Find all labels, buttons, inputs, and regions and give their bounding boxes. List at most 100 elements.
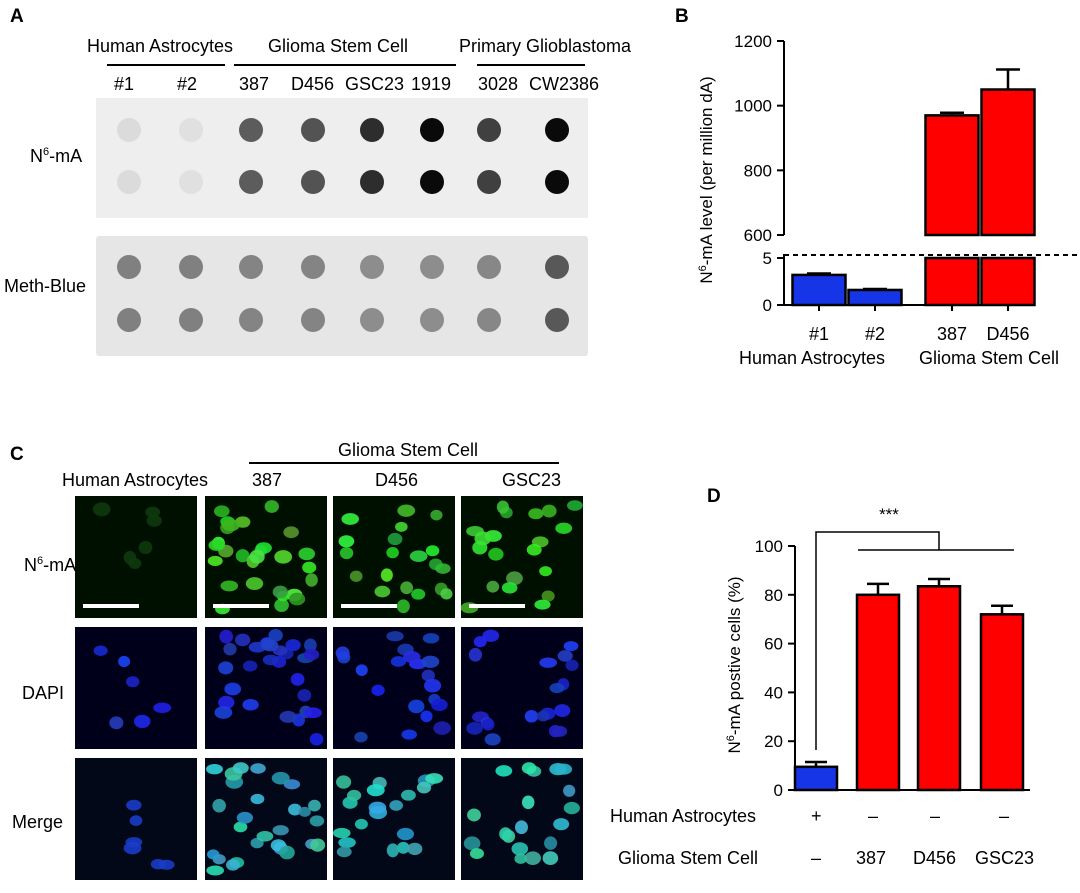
cell-nucleus [514,820,528,835]
micrograph-panel [205,496,327,618]
y-tick-label: 1000 [734,97,772,116]
micrograph-image [461,627,583,749]
methblue-dot [360,308,384,332]
micrograph-panel [333,496,455,618]
cell-nucleus [272,825,289,836]
cell-nucleus [288,803,302,816]
n6ma-dot [117,170,141,194]
cell-nucleus [433,721,451,735]
cell-nucleus [271,771,290,785]
cell-nucleus [422,633,440,644]
cell-nucleus [431,698,448,712]
y-tick-label: 1200 [734,32,772,51]
cell-nucleus [396,599,410,614]
cell-nucleus [563,801,580,815]
cell-nucleus [233,821,248,833]
cell-nucleus [506,571,523,586]
cell-nucleus [125,837,143,848]
scale-bar [469,604,525,608]
micrograph-image [333,496,455,618]
n6ma-dot [239,170,263,194]
sample-label: CW2386 [529,74,600,94]
methblue-dot [545,308,569,332]
cell-nucleus [397,504,416,517]
bar [980,88,1036,237]
cell-nucleus [207,555,223,567]
cell-nucleus [524,851,541,865]
cell-nucleus [395,521,408,532]
sample-label: D456 [291,74,335,94]
y-tick-label: 800 [744,161,772,180]
cell-nucleus [310,838,326,852]
cell-nucleus [126,799,142,811]
n6ma-dot [477,170,501,194]
cell-nucleus [386,631,404,642]
sample-label: #1 [114,74,135,94]
n6ma-dot [360,118,384,142]
y-tick-label: 100 [755,537,783,556]
cell-nucleus [521,795,535,810]
cell-nucleus [409,550,428,562]
bar [793,765,839,792]
cell-nucleus [226,859,240,871]
cell-nucleus [150,858,166,870]
cell-nucleus [467,808,481,822]
cell-nucleus [463,836,481,851]
scale-bar [341,604,397,608]
cell-nucleus [242,698,259,711]
row-label-dapi: DAPI [22,683,65,703]
cell-nucleus [396,841,410,854]
cell-nucleus [235,633,251,647]
micrograph-panel [205,627,327,749]
micrograph-image [205,758,327,880]
cell-nucleus [486,580,500,593]
cell-nucleus [304,707,322,719]
cell-nucleus [354,818,368,830]
cell-nucleus [499,827,512,841]
y-tick-label: 80 [764,586,783,605]
n6ma-dot [545,118,569,142]
bar [855,593,901,792]
cell-nucleus [92,502,111,517]
cell-nucleus [542,851,559,866]
cell-nucleus [262,654,279,666]
cell-nucleus [335,646,350,660]
micrograph-background [461,496,583,618]
cell-nucleus [488,547,504,561]
cell-nucleus [279,710,297,723]
condition-mark: – [930,806,941,826]
condition-mark: 387 [856,848,887,868]
micrograph-panel [461,496,583,618]
condition-mark: – [868,806,879,826]
micrograph-image [461,758,583,880]
bar [916,585,962,792]
cell-nucleus [563,784,576,797]
micrograph-background [75,627,197,749]
sample-label: 1919 [411,74,452,94]
cell-nucleus [396,827,415,841]
cell-nucleus [212,798,226,813]
cell-nucleus [218,661,234,675]
cell-nucleus [290,672,305,686]
cell-nucleus [473,636,487,648]
bar [847,288,903,307]
panel-a-label: A [10,6,24,27]
row-label-n6ma: N6-mA [24,555,77,575]
cell-nucleus [368,801,387,814]
condition-mark: GSC23 [975,848,1035,868]
methblue-dot [360,255,384,279]
group-label-glioma-stem-cell: Glioma Stem Cell [268,36,409,56]
micrograph-image [461,496,583,618]
cell-nucleus [309,732,324,746]
micrograph-panel [461,758,583,880]
methblue-dot [301,308,325,332]
group-underline [107,64,225,66]
n6ma-dot [420,118,444,142]
x-tick-label: #2 [865,324,885,344]
cell-nucleus [484,733,501,746]
cell-nucleus [268,629,283,642]
condition-mark: – [811,848,822,868]
cell-nucleus [400,581,414,595]
cell-nucleus [371,684,385,696]
methblue-dot [477,308,501,332]
